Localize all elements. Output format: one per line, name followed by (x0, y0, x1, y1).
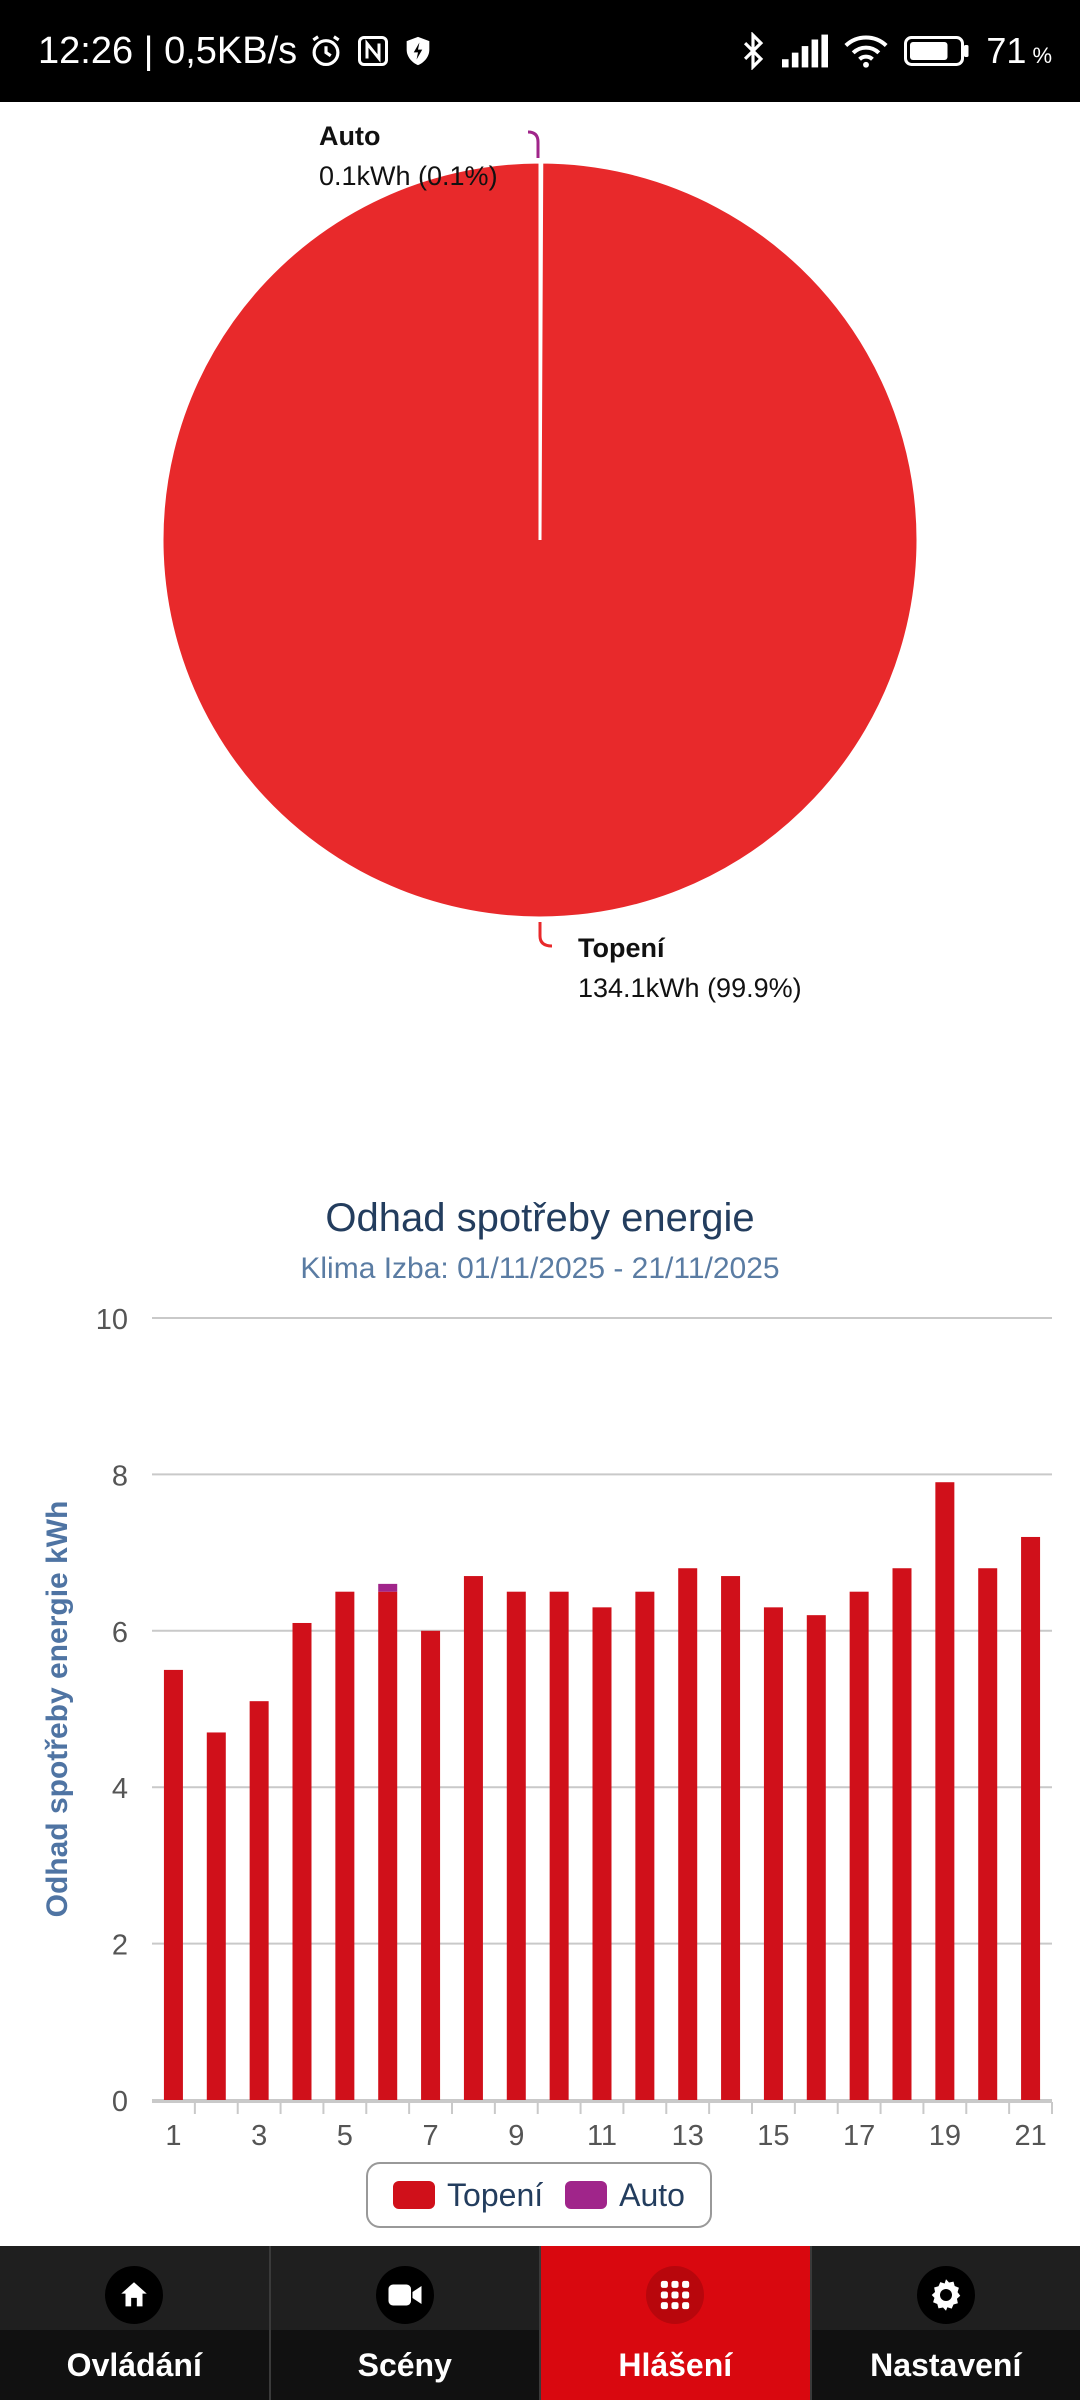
battery-percent-unit: % (1032, 43, 1052, 68)
bar-auto[interactable] (378, 1583, 398, 1592)
status-bar: 12:26 | 0,5KB/s 71 % (0, 0, 1080, 102)
y-tick-label: 6 (112, 1617, 128, 1649)
pie-label-auto-name: Auto (319, 121, 381, 151)
nav-label-sceny: Scény (270, 2330, 539, 2400)
legend-swatch-auto (565, 2181, 608, 2209)
x-tick-label: 17 (843, 2120, 875, 2152)
x-tick-label: 3 (251, 2120, 267, 2152)
legend-item-auto[interactable]: Auto (565, 2177, 685, 2214)
x-tick-label: 1 (165, 2120, 181, 2152)
x-tick-label: 9 (508, 2120, 524, 2152)
video-camera-icon (375, 2266, 434, 2324)
nav-label-hlaseni: Hlášení (541, 2330, 810, 2400)
bar-topeni[interactable] (678, 1568, 698, 2100)
battery-percent: 71 (986, 30, 1027, 71)
pie-chart (160, 130, 920, 948)
x-tick-label: 5 (337, 2120, 353, 2152)
x-tick-label: 21 (1014, 2120, 1046, 2152)
bar-topeni[interactable] (506, 1591, 526, 2100)
nav-item-ovladani[interactable]: Ovládání (0, 2246, 271, 2400)
pie-label-topeni: Topení 134.1kWh (99.9%) (578, 928, 802, 1008)
x-tick-label: 7 (423, 2120, 439, 2152)
pie-label-auto: Auto 0.1kWh (0.1%) (319, 116, 498, 196)
bar-topeni[interactable] (163, 1669, 183, 2100)
chart-subtitle: Klima Izba: 01/11/2025 - 21/11/2025 (300, 1252, 780, 1285)
bar-topeni[interactable] (421, 1630, 441, 2100)
nav-label-nastaveni: Nastavení (811, 2330, 1080, 2400)
bar-topeni[interactable] (378, 1591, 398, 2100)
chart-legend: Topení Auto (366, 2162, 712, 2228)
x-tick-label: 15 (757, 2120, 789, 2152)
bar-topeni[interactable] (335, 1591, 355, 2100)
bar-topeni[interactable] (935, 1482, 955, 2100)
legend-label-auto: Auto (619, 2176, 685, 2213)
y-tick-label: 8 (112, 1460, 128, 1492)
bar-topeni[interactable] (1021, 1536, 1041, 2100)
bar-topeni[interactable] (206, 1732, 226, 2100)
nav-item-hlaseni[interactable]: Hlášení (541, 2246, 812, 2400)
y-axis-label: Odhad spotřeby energie kWh (41, 1501, 74, 1918)
bar-topeni[interactable] (249, 1701, 269, 2100)
bar-topeni[interactable] (463, 1576, 483, 2100)
x-tick-label: 11 (587, 2120, 617, 2152)
bar-topeni[interactable] (806, 1615, 826, 2100)
pie-label-topeni-name: Topení (578, 933, 665, 963)
status-time: 12:26 | 0,5KB/s (38, 29, 298, 72)
bar-topeni[interactable] (292, 1622, 312, 2100)
bar-topeni[interactable] (849, 1591, 869, 2100)
bottom-navigation: Ovládání Scény Hlášení Nastavení (0, 2246, 1080, 2400)
bar-topeni[interactable] (763, 1607, 783, 2100)
nfc-icon (355, 33, 391, 69)
x-tick-label: 13 (672, 2120, 704, 2152)
home-icon (105, 2266, 164, 2324)
legend-swatch-topeni (393, 2181, 436, 2209)
nav-item-sceny[interactable]: Scény (270, 2246, 541, 2400)
pie-connector-auto (527, 130, 540, 158)
wifi-icon (844, 34, 888, 68)
nav-label-ovladani: Ovládání (0, 2330, 269, 2400)
bluetooth-icon (740, 32, 766, 70)
y-tick-label: 0 (112, 2086, 128, 2118)
bar-topeni[interactable] (978, 1568, 998, 2100)
y-tick-label: 10 (96, 1304, 128, 1336)
pie-slice-topeni[interactable] (160, 160, 920, 920)
bar-topeni[interactable] (721, 1576, 741, 2100)
battery-icon (904, 35, 970, 67)
x-tick-label: 19 (929, 2120, 961, 2152)
gear-icon (916, 2266, 975, 2324)
bar-topeni[interactable] (892, 1568, 912, 2100)
y-tick-label: 4 (112, 1773, 128, 1805)
y-tick-label: 2 (112, 1930, 128, 1962)
pie-label-auto-detail: 0.1kWh (0.1%) (319, 161, 498, 191)
grid-icon (646, 2266, 705, 2324)
alarm-icon (307, 32, 345, 70)
shield-icon (401, 33, 435, 69)
pie-label-topeni-detail: 134.1kWh (99.9%) (578, 973, 802, 1003)
chart-title: Odhad spotřeby energie (325, 1196, 755, 1240)
signal-icon (782, 34, 829, 68)
bar-topeni[interactable] (592, 1607, 612, 2100)
pie-chart-section: Auto 0.1kWh (0.1%) Topení 134.1kWh (99.9… (0, 102, 1080, 1102)
bar-topeni[interactable] (549, 1591, 569, 2100)
nav-item-nastaveni[interactable]: Nastavení (811, 2246, 1080, 2400)
bar-topeni[interactable] (635, 1591, 655, 2100)
legend-label-topeni: Topení (447, 2176, 544, 2213)
legend-item-topeni[interactable]: Topení (393, 2177, 543, 2214)
pie-connector-topeni (538, 922, 553, 948)
